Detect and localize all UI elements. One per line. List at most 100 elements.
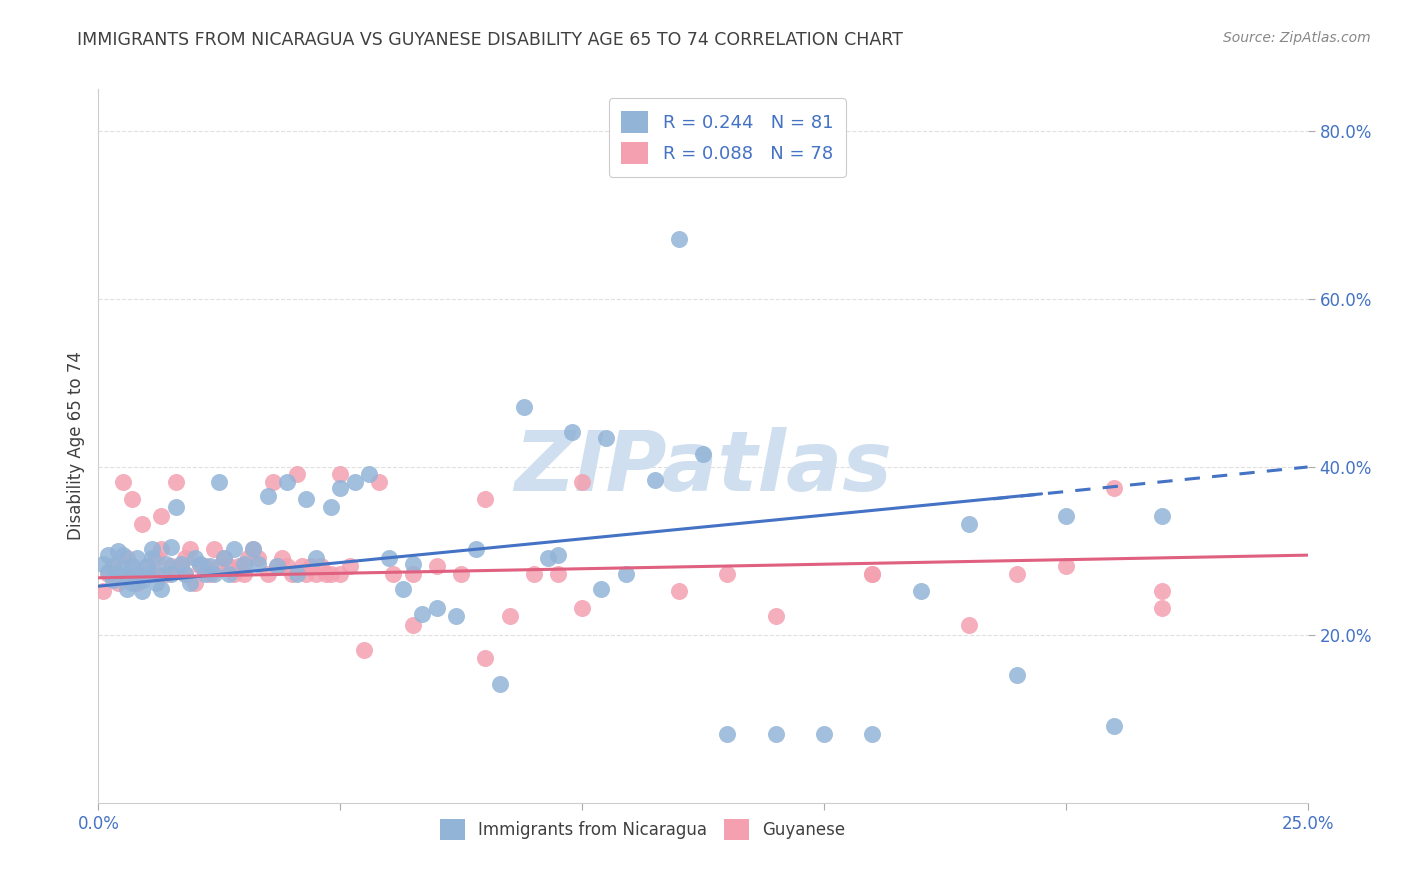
Point [591,582,613,596]
Point [160,567,183,582]
Point [218,559,240,574]
Point [813,727,835,741]
Point [305,550,328,565]
Point [305,567,328,582]
Point [319,567,342,582]
Point [860,727,883,741]
Point [489,676,512,690]
Point [668,584,690,599]
Point [222,542,245,557]
Point [595,431,617,445]
Point [392,582,415,596]
Point [446,609,468,624]
Point [1054,559,1077,574]
Point [141,567,163,582]
Point [174,550,197,565]
Point [266,559,288,574]
Point [1102,481,1125,495]
Text: IMMIGRANTS FROM NICARAGUA VS GUYANESE DISABILITY AGE 65 TO 74 CORRELATION CHART: IMMIGRANTS FROM NICARAGUA VS GUYANESE DI… [77,31,903,49]
Point [271,550,294,565]
Point [957,617,980,632]
Point [426,559,449,574]
Point [131,574,153,588]
Point [145,567,167,582]
Point [290,559,312,574]
Point [523,567,546,582]
Point [276,559,298,574]
Point [329,567,352,582]
Point [117,567,139,582]
Legend: Immigrants from Nicaragua, Guyanese: Immigrants from Nicaragua, Guyanese [432,811,853,848]
Point [194,559,217,574]
Point [184,550,207,565]
Point [256,489,278,503]
Point [107,575,129,590]
Text: ZIPatlas: ZIPatlas [515,427,891,508]
Point [247,550,270,565]
Point [359,467,381,481]
Point [222,567,245,582]
Point [121,567,143,582]
Point [402,567,425,582]
Point [155,567,177,582]
Point [315,567,337,582]
Point [212,550,235,565]
Point [957,517,980,532]
Point [150,582,173,596]
Point [127,550,149,565]
Point [127,575,149,590]
Point [1152,601,1174,615]
Point [218,567,240,582]
Point [256,567,278,582]
Point [242,542,264,557]
Point [127,567,149,582]
Point [561,425,583,439]
Point [135,567,157,582]
Point [343,475,366,489]
Point [339,559,361,574]
Point [174,567,197,582]
Point [571,475,593,489]
Point [547,567,569,582]
Point [1007,567,1029,582]
Point [145,575,167,590]
Point [329,481,352,495]
Point [1054,508,1077,523]
Point [295,567,318,582]
Point [107,544,129,558]
Point [765,609,787,624]
Point [174,567,197,582]
Point [353,643,375,657]
Point [910,584,932,599]
Point [860,567,883,582]
Point [184,575,207,590]
Point [150,508,173,523]
Point [228,559,250,574]
Point [208,559,231,574]
Point [101,574,124,588]
Point [716,567,738,582]
Point [212,550,235,565]
Point [165,500,187,515]
Point [204,542,226,557]
Point [1102,718,1125,732]
Point [169,559,191,574]
Point [299,559,322,574]
Point [285,467,308,481]
Point [97,548,120,562]
Point [150,542,173,557]
Point [111,475,134,489]
Point [382,567,405,582]
Y-axis label: Disability Age 65 to 74: Disability Age 65 to 74 [66,351,84,541]
Point [450,567,472,582]
Point [498,609,520,624]
Point [614,567,637,582]
Point [1007,668,1029,682]
Point [131,584,153,599]
Point [155,557,177,571]
Point [309,559,332,574]
Point [1152,508,1174,523]
Point [165,475,187,489]
Point [169,557,191,571]
Point [262,475,284,489]
